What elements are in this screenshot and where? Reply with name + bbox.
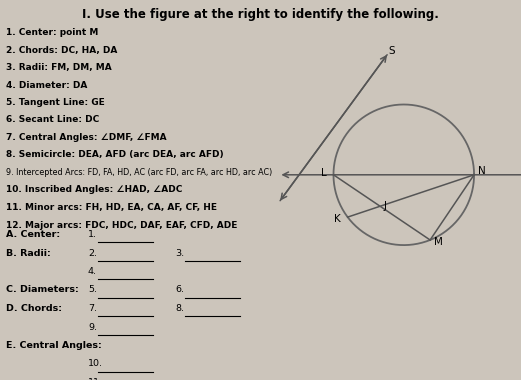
Text: A. Center:: A. Center:: [6, 230, 60, 239]
Text: 11.: 11.: [88, 378, 103, 380]
Text: 5.: 5.: [88, 285, 97, 294]
Text: E. Central Angles:: E. Central Angles:: [6, 341, 102, 350]
Text: 3.: 3.: [175, 249, 184, 258]
Text: 2. Chords: DC, HA, DA: 2. Chords: DC, HA, DA: [6, 46, 117, 54]
Text: 7.: 7.: [88, 304, 97, 313]
Text: B. Radii:: B. Radii:: [6, 249, 51, 258]
Text: 5. Tangent Line: GE: 5. Tangent Line: GE: [6, 98, 105, 107]
Text: 10.: 10.: [88, 359, 103, 369]
Text: K: K: [334, 214, 341, 224]
Text: L: L: [321, 168, 327, 178]
Text: D. Chords:: D. Chords:: [6, 304, 62, 313]
Text: 11. Minor arcs: FH, HD, EA, CA, AF, CF, HE: 11. Minor arcs: FH, HD, EA, CA, AF, CF, …: [6, 203, 217, 212]
Text: 7. Central Angles: ∠DMF, ∠FMA: 7. Central Angles: ∠DMF, ∠FMA: [6, 133, 167, 142]
Text: 1. Center: point M: 1. Center: point M: [6, 28, 98, 37]
Text: S: S: [389, 46, 395, 55]
Text: N: N: [478, 166, 486, 176]
Text: 4. Diameter: DA: 4. Diameter: DA: [6, 81, 88, 90]
Text: 10. Inscribed Angles: ∠HAD, ∠ADC: 10. Inscribed Angles: ∠HAD, ∠ADC: [6, 185, 182, 195]
Text: M: M: [433, 237, 442, 247]
Text: 2.: 2.: [88, 249, 97, 258]
Text: 6.: 6.: [175, 285, 184, 294]
Text: 8.: 8.: [175, 304, 184, 313]
Text: 6. Secant Line: DC: 6. Secant Line: DC: [6, 116, 99, 125]
Text: C. Diameters:: C. Diameters:: [6, 285, 79, 294]
Text: 9.: 9.: [88, 323, 97, 331]
Text: 8. Semicircle: DEA, AFD (arc DEA, arc AFD): 8. Semicircle: DEA, AFD (arc DEA, arc AF…: [6, 150, 224, 160]
Text: 12. Major arcs: FDC, HDC, DAF, EAF, CFD, ADE: 12. Major arcs: FDC, HDC, DAF, EAF, CFD,…: [6, 220, 238, 230]
Text: I. Use the figure at the right to identify the following.: I. Use the figure at the right to identi…: [82, 8, 439, 21]
Text: 3. Radii: FM, DM, MA: 3. Radii: FM, DM, MA: [6, 63, 111, 72]
Text: 1.: 1.: [88, 230, 97, 239]
Text: 9. Intercepted Arcs: FD, FA, HD, AC (arc FD, arc FA, arc HD, arc AC): 9. Intercepted Arcs: FD, FA, HD, AC (arc…: [6, 168, 272, 177]
Text: J: J: [383, 201, 387, 211]
Text: 4.: 4.: [88, 267, 97, 276]
